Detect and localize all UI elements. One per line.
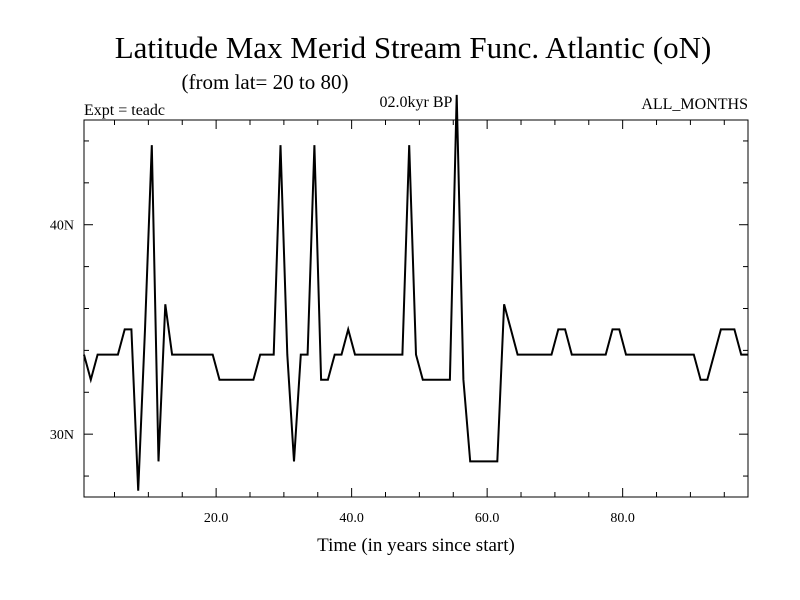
x-tick-labels: 20.0 40.0 60.0 80.0	[204, 511, 635, 526]
chart-subtitle: (from lat= 20 to 80)	[182, 70, 349, 94]
y-tick-label: 30N	[50, 428, 74, 443]
months-label: ALL_MONTHS	[641, 96, 748, 113]
y-tick-labels: 30N 40N	[50, 219, 74, 443]
x-axis-label: Time (in years since start)	[317, 535, 515, 556]
x-tick-label: 20.0	[204, 511, 229, 526]
y-tick-label: 40N	[50, 219, 74, 234]
axis-ticks	[84, 120, 748, 497]
experiment-label: Expt = teadc	[84, 102, 165, 119]
period-label: 02.0kyr BP	[380, 94, 453, 111]
x-tick-label: 60.0	[475, 511, 500, 526]
series-line	[83, 94, 748, 491]
plot-frame	[83, 119, 749, 498]
x-tick-label: 40.0	[339, 511, 364, 526]
chart-title: Latitude Max Merid Stream Func. Atlantic…	[115, 30, 712, 65]
x-tick-label: 80.0	[610, 511, 635, 526]
